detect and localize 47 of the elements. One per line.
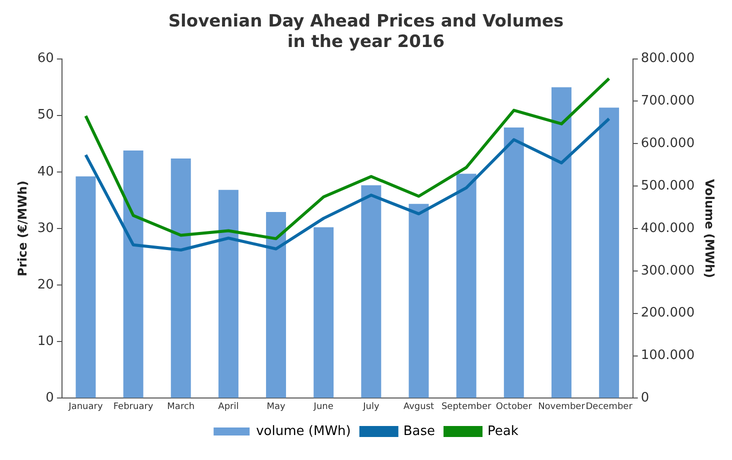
bar <box>456 174 476 398</box>
x-tick-label: July <box>362 402 380 412</box>
bar <box>504 128 524 398</box>
y2-tick-label: 700.000 <box>640 94 695 109</box>
y-tick-label: 30 <box>37 220 54 236</box>
y-tick-label: 60 <box>37 51 54 66</box>
y-tick-label: 50 <box>37 108 54 123</box>
y2-tick-label: 800.000 <box>640 51 695 66</box>
y2-tick-label: 0 <box>640 390 650 406</box>
bar <box>599 108 620 398</box>
y2-tick-label: 400.000 <box>640 220 695 236</box>
x-tick-label: April <box>218 402 239 412</box>
x-tick-label: January <box>68 402 104 412</box>
legend-label: Base <box>403 424 436 439</box>
y2-tick-label: 600.000 <box>640 136 695 152</box>
bar <box>314 227 334 398</box>
x-tick-label: May <box>266 402 286 412</box>
x-tick-label: February <box>113 402 154 412</box>
y2-tick-label: 200.000 <box>640 306 695 321</box>
bar <box>76 176 96 398</box>
bar <box>361 185 382 398</box>
y2-tick-label: 300.000 <box>640 263 695 278</box>
y-axis-title: Price (€/MWh) <box>15 180 30 276</box>
x-tick-label: September <box>441 402 492 412</box>
y-tick-label: 0 <box>46 390 54 406</box>
x-tick-label: Avgust <box>403 402 435 412</box>
x-tick-label: December <box>586 402 633 412</box>
bar <box>551 87 572 398</box>
y-tick-label: 40 <box>37 164 54 180</box>
bar <box>170 158 191 398</box>
y-tick-label: 10 <box>37 334 54 350</box>
y-tick-label: 20 <box>37 277 54 292</box>
x-tick-label: October <box>496 402 532 412</box>
text: Slovenian Day Ahead Prices and Volumes <box>168 12 564 32</box>
x-tick-label: March <box>167 402 195 412</box>
y2-axis-title: Volume (MWh) <box>702 178 717 278</box>
x-tick-label: November <box>538 402 586 412</box>
text: in the year 2016 <box>287 32 445 52</box>
x-tick-label: June <box>312 402 334 412</box>
bar <box>408 204 429 398</box>
legend-label: Peak <box>488 424 519 439</box>
y2-tick-label: 500.000 <box>640 178 695 194</box>
bar <box>266 212 286 398</box>
legend-label: volume (MWh) <box>256 424 351 439</box>
y2-tick-label: 100.000 <box>640 348 695 364</box>
bar <box>123 150 144 398</box>
bar <box>218 190 238 398</box>
